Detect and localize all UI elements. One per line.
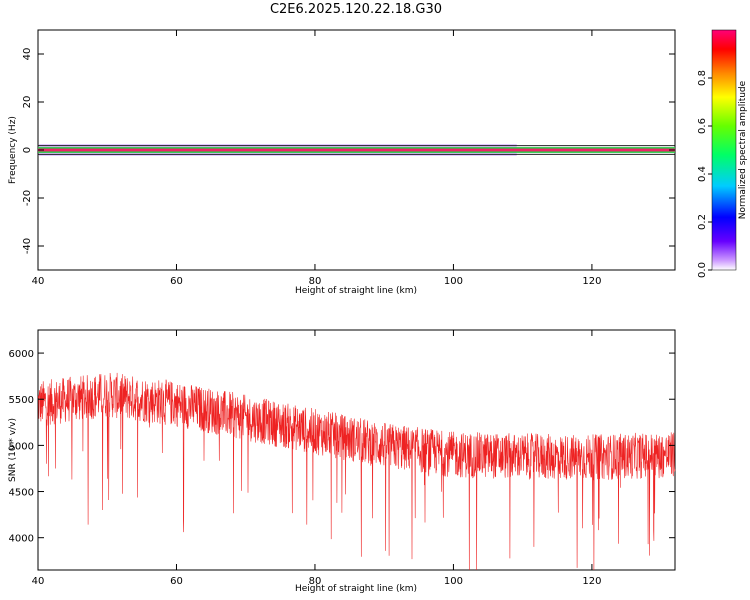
snr-x-axis-label: Height of straight line (km) <box>295 584 417 594</box>
spectrogram-y-tick-label: 40 <box>22 48 33 61</box>
colorbar-gradient <box>712 30 736 270</box>
snr-y-tick-label: 4000 <box>9 534 34 545</box>
snr-y-tick-label: 6000 <box>9 349 34 360</box>
spectrogram-x-tick-label: 40 <box>32 276 45 287</box>
colorbar-tick-label: 0.4 <box>697 166 708 182</box>
spectrogram-x-tick-label: 100 <box>444 276 463 287</box>
spectrogram-y-tick-label: -40 <box>22 238 33 254</box>
colorbar-label: Normalized spectral amplitude <box>738 80 748 219</box>
snr-y-tick-label: 4500 <box>9 488 34 499</box>
spectrogram-x-tick-label: 120 <box>582 276 601 287</box>
spectrogram-y-tick-label: -20 <box>22 190 33 206</box>
spectrogram-y-tick-label: 0 <box>22 147 33 153</box>
snr-y-axis-label: SNR (10 * v/v) <box>8 418 18 482</box>
spectral-band <box>38 144 675 156</box>
spectrogram-y-tick-label: 20 <box>22 96 33 109</box>
snr-x-tick-label: 100 <box>444 576 463 587</box>
snr-x-tick-label: 40 <box>32 576 45 587</box>
spectrogram-y-axis-label: Frequency (Hz) <box>8 116 18 184</box>
colorbar-tick-label: 0.2 <box>697 214 708 230</box>
spectrogram-panel: 406080100120 40200-20-40 Height of strai… <box>8 30 675 296</box>
snr-x-tick-label: 60 <box>170 576 183 587</box>
colorbar-tick-label: 0.8 <box>697 70 708 86</box>
colorbar-tick-label: 0.0 <box>697 262 708 278</box>
colorbar-tick-label: 0.6 <box>697 118 708 134</box>
spectrogram-x-tick-label: 60 <box>170 276 183 287</box>
snr-x-tick-label: 120 <box>582 576 601 587</box>
signal-core-band <box>38 149 675 152</box>
colorbar: 0.0 0.2 0.4 0.6 0.8 Normalized spectral ampl… <box>697 30 748 278</box>
spectrogram-x-axis-label: Height of straight line (km) <box>295 286 417 296</box>
snr-panel: 406080100120 60005500500045004000 Height… <box>8 330 675 594</box>
snr-y-tick-label: 5500 <box>9 395 34 406</box>
